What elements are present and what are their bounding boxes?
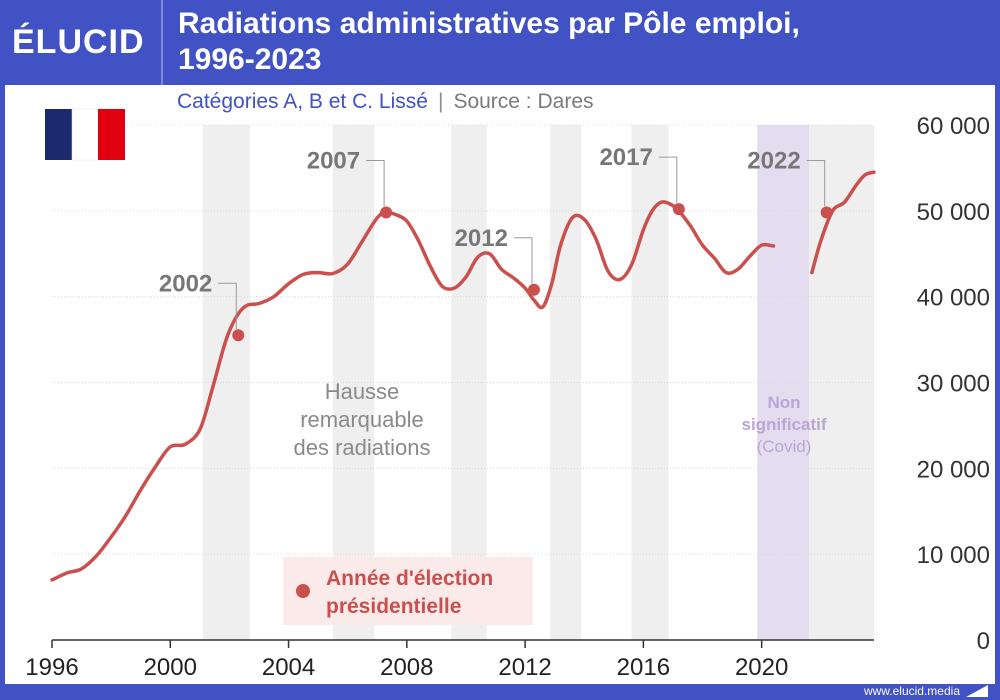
election-leader-line (513, 237, 533, 284)
election-year-label: 2012 (455, 225, 508, 252)
subtitle-source: Source : Dares (453, 90, 594, 113)
title-line-1: Radiations administratives par Pôle empl… (178, 7, 800, 40)
france-flag-icon (45, 109, 72, 160)
y-tick-label: 30 000 (917, 371, 990, 398)
x-tick-label: 2004 (262, 654, 315, 681)
annotation-hausse-line: des radiations (294, 435, 431, 460)
election-point (820, 206, 833, 219)
election-year-label: 2022 (747, 148, 800, 175)
election-year-label: 2002 (159, 270, 212, 297)
election-point (527, 283, 540, 296)
election-leader-line (366, 160, 385, 207)
y-tick-label: 0 (977, 628, 990, 655)
subtitle-separator: | (437, 90, 444, 113)
election-leader-line (806, 160, 826, 207)
annotation-hausse-line: Hausse (325, 379, 400, 404)
x-tick-label: 2020 (735, 654, 788, 681)
election-year-label: 2017 (599, 144, 652, 171)
series-line-1 (810, 170, 876, 275)
x-tick-label: 2016 (617, 654, 670, 681)
series-line-0 (50, 200, 776, 582)
y-tick-label: 50 000 (917, 199, 990, 226)
y-tick-label: 60 000 (917, 113, 990, 140)
election-leader-line (658, 156, 678, 204)
elucid-mark-icon (966, 685, 988, 697)
annotation-hausse-line: remarquable (300, 407, 424, 432)
x-tick-label: 2012 (498, 654, 551, 681)
subtitle-categories: Catégories A, B et C. Lissé (177, 90, 428, 113)
subtitle: Catégories A, B et C. Lissé | Source : Dar… (177, 89, 594, 115)
y-tick-label: 10 000 (917, 542, 990, 569)
elucid-logo: ÉLUCID (12, 23, 145, 61)
annotation-covid-line: Non (767, 393, 800, 412)
election-point (232, 329, 245, 342)
y-tick-label: 40 000 (917, 285, 990, 312)
annotation-covid-line: (Covid) (757, 437, 812, 456)
france-flag-white (71, 108, 99, 161)
election-leader-line (218, 282, 237, 330)
logo-divider (161, 0, 163, 85)
x-tick-label: 1996 (25, 654, 78, 681)
annotation-covid-line: significatif (741, 415, 826, 434)
footer-url: www.elucid.media (863, 684, 960, 698)
y-tick-label: 20 000 (917, 456, 990, 483)
legend-label-line-1: Année d'élection (326, 567, 493, 590)
election-year-label: 2007 (307, 148, 360, 175)
x-tick-label: 2008 (380, 654, 433, 681)
france-flag-red (98, 109, 125, 160)
election-point (380, 206, 393, 219)
header: ÉLUCID Radiations administratives par Pô… (0, 0, 1000, 85)
covid-band (757, 125, 809, 640)
legend-box (283, 557, 533, 625)
x-tick-label: 2000 (144, 654, 197, 681)
legend-label-line-2: présidentielle (326, 595, 461, 618)
legend-marker (296, 584, 310, 598)
election-point (672, 203, 685, 216)
chart-title: Radiations administratives par Pôle empl… (178, 6, 978, 78)
title-line-2: 1996-2023 (178, 43, 322, 76)
